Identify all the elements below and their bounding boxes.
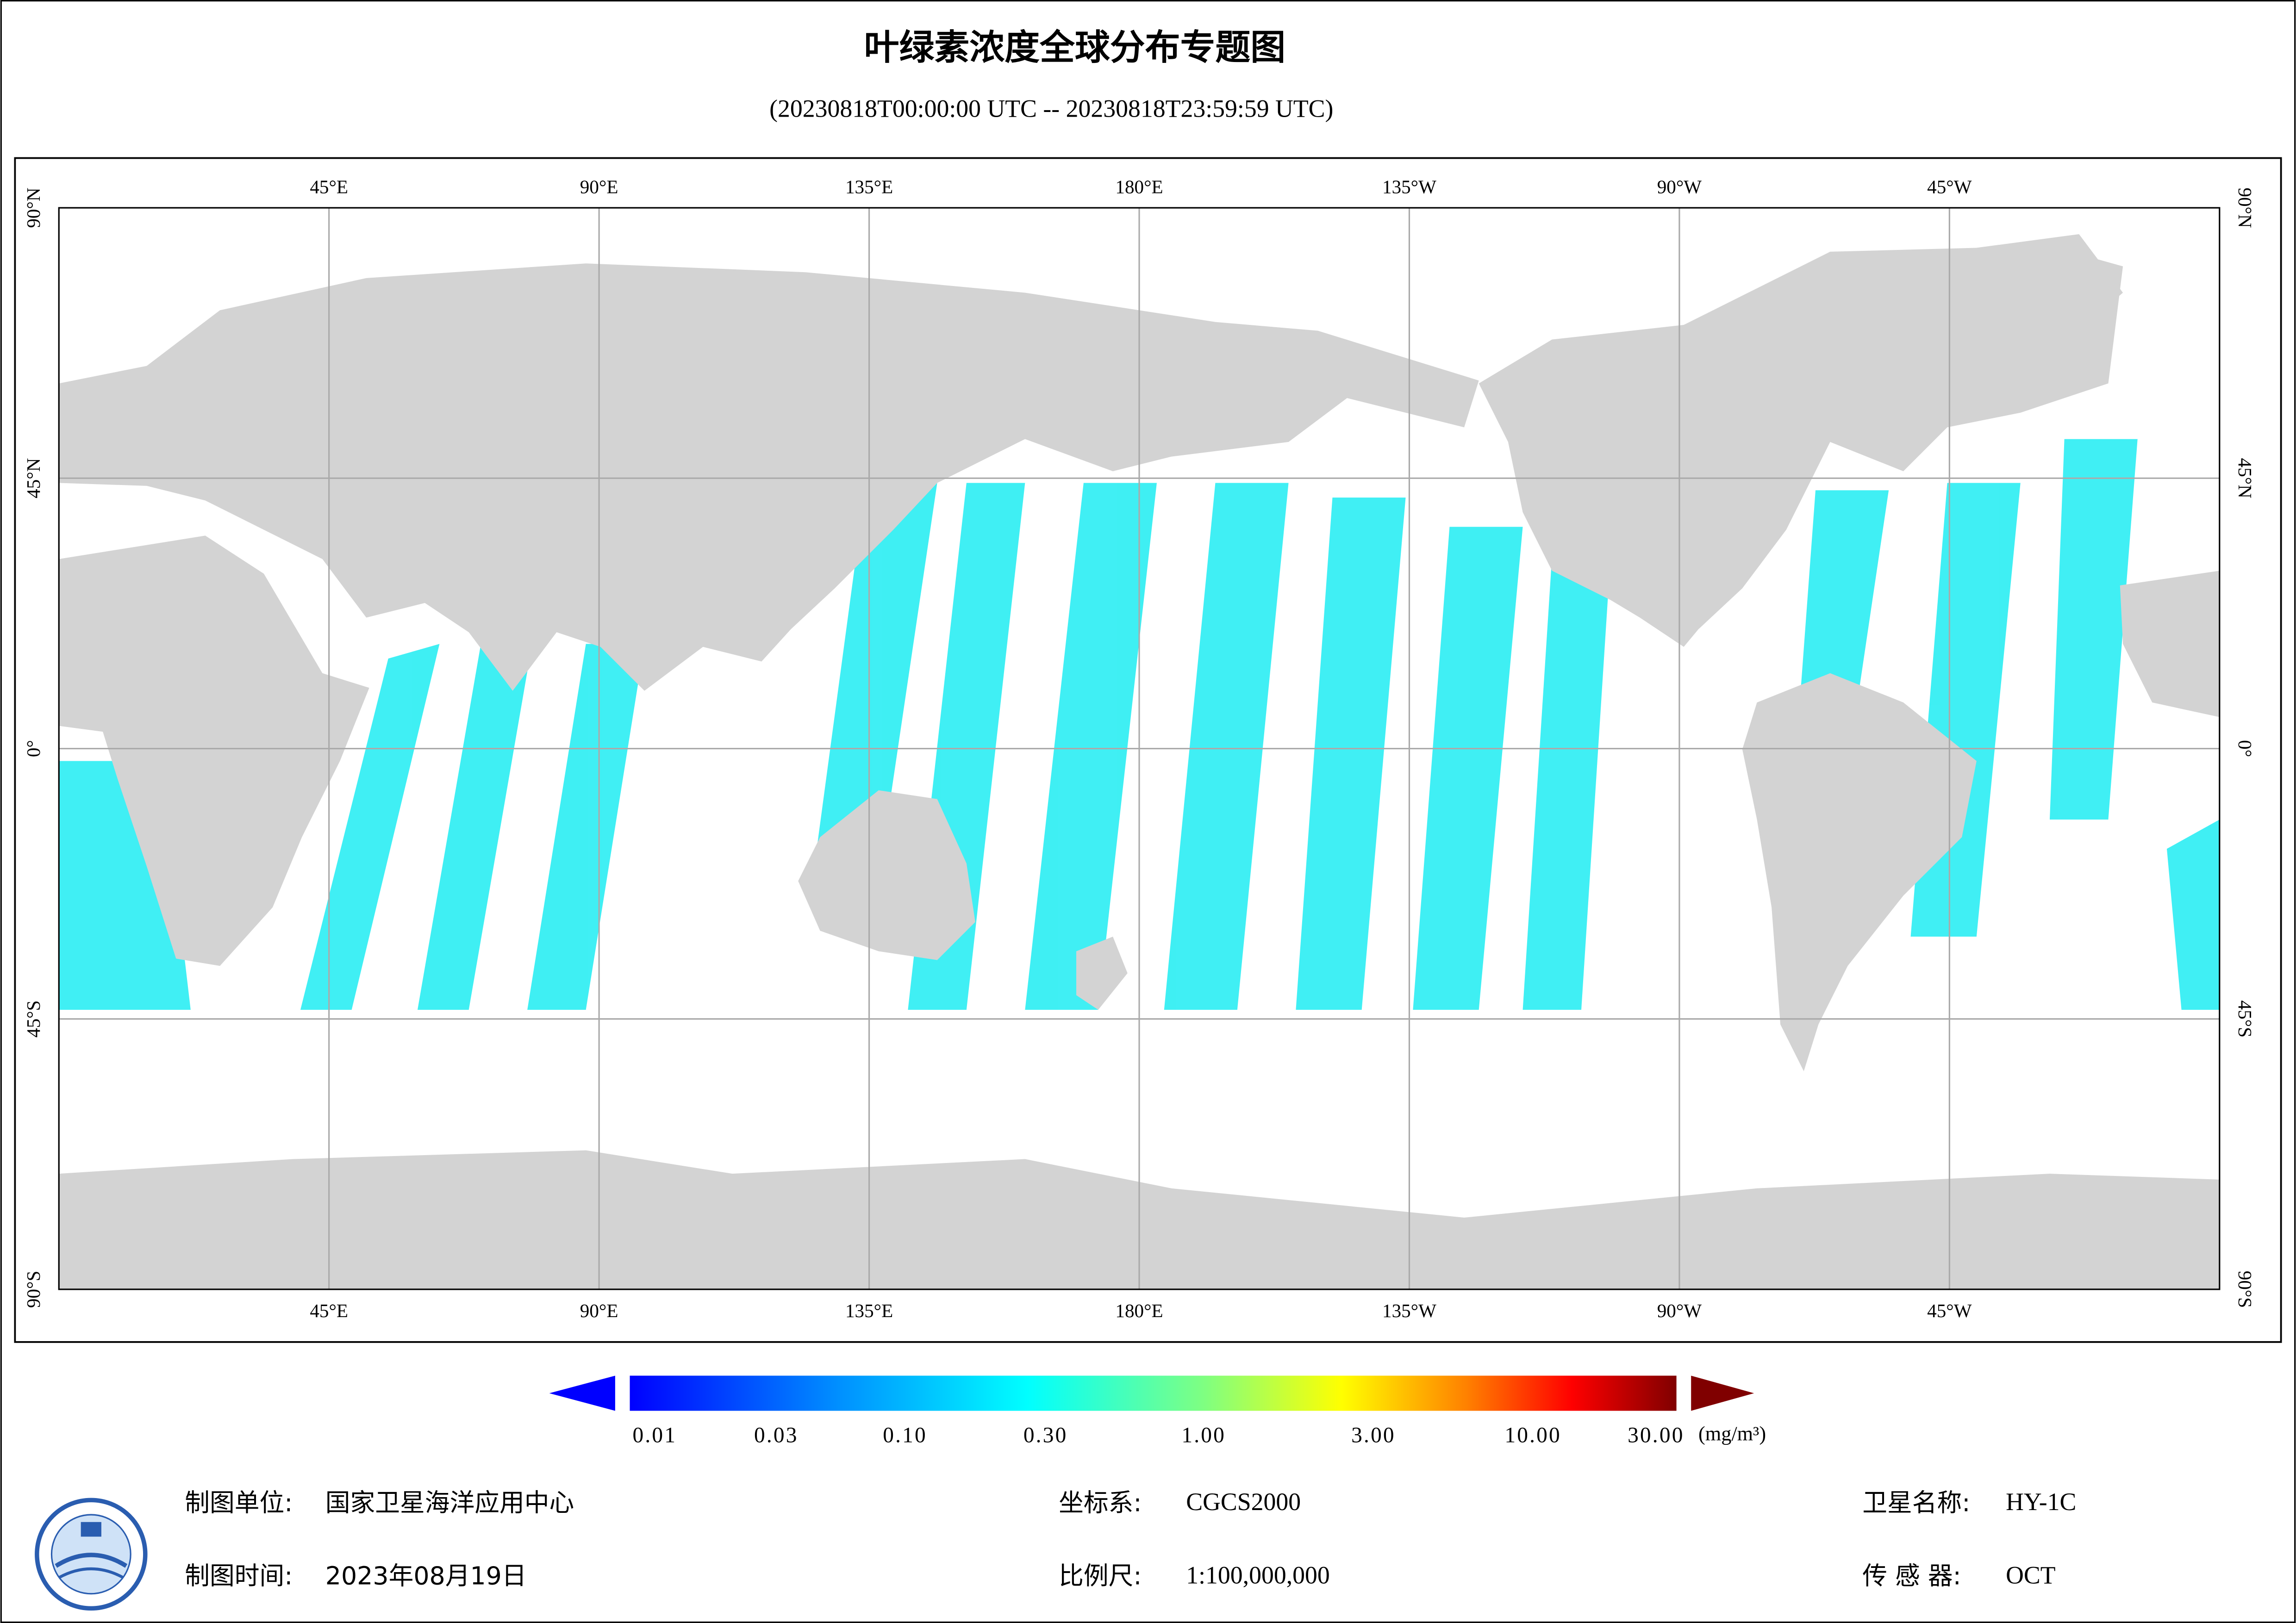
colorbar-tick-label: 0.30 xyxy=(1023,1423,1068,1447)
sensor: OCT xyxy=(2006,1561,2056,1589)
colorbar-tick-label: 0.01 xyxy=(632,1423,677,1447)
lon-label-bottom: 90°E xyxy=(580,1300,618,1321)
lat-label-left: 90°N xyxy=(23,187,44,228)
crs: CGCS2000 xyxy=(1186,1488,1301,1516)
time-label: 制图时间: xyxy=(185,1561,293,1591)
lon-label-bottom: 135°W xyxy=(1382,1300,1436,1321)
colorbar-labels: 0.01 0.03 0.10 0.30 1.00 3.00 10.00 30.00 xyxy=(632,1423,1685,1447)
map-frame xyxy=(58,207,2221,1290)
lon-label-bottom: 180°E xyxy=(1115,1300,1163,1321)
lon-label-top: 180°E xyxy=(1115,176,1163,197)
colorbar-high-arrow xyxy=(1691,1375,1754,1411)
unit: 国家卫星海洋应用中心 xyxy=(325,1488,574,1517)
satellite: HY-1C xyxy=(2006,1488,2076,1516)
lat-label-right: 90°S xyxy=(2234,1271,2256,1308)
lat-label-left: 45°S xyxy=(23,1001,44,1038)
sensor-label: 传 感 器: xyxy=(1862,1561,1961,1591)
lat-label-right: 90°N xyxy=(2234,187,2256,228)
lon-label-bottom: 135°E xyxy=(845,1300,893,1321)
colorbar: 0.01 0.03 0.10 0.30 1.00 3.00 10.00 30.00 (mg/m… xyxy=(549,1375,1766,1447)
colorbar-unit: (mg/m³) xyxy=(1698,1422,1766,1445)
lon-label-top: 90°W xyxy=(1657,176,1702,197)
lon-label-bottom: 90°W xyxy=(1657,1300,1702,1321)
unit-label: 制图单位: xyxy=(185,1488,293,1517)
colorbar-tick-label: 30.00 xyxy=(1628,1423,1685,1447)
lon-label-top: 135°E xyxy=(845,176,893,197)
footer: 制图单位: 国家卫星海洋应用中心 制图时间: 2023年08月19日 坐标系: … xyxy=(185,1488,2076,1590)
coordinate-labels: 45°E 45°E 90°E 90°E 135°E 135°E 180°E 180°E 135°… xyxy=(23,176,2256,1321)
lon-label-top: 135°W xyxy=(1382,176,1436,197)
map-body xyxy=(59,208,2220,1289)
map-outer-frame xyxy=(14,157,2282,1343)
colorbar-tick-label: 3.00 xyxy=(1351,1423,1396,1447)
lon-label-bottom: 45°W xyxy=(1927,1300,1972,1321)
time: 2023年08月19日 xyxy=(325,1561,527,1591)
lon-label-top: 45°W xyxy=(1927,176,1972,197)
graticule xyxy=(59,208,2220,1289)
crs-label: 坐标系: xyxy=(1059,1488,1142,1517)
colorbar-tick-label: 0.10 xyxy=(883,1423,927,1447)
lon-label-bottom: 45°E xyxy=(310,1300,348,1321)
scale: 1:100,000,000 xyxy=(1186,1561,1330,1589)
colorbar-tick-label: 10.00 xyxy=(1504,1423,1561,1447)
lat-label-right: 0° xyxy=(2234,740,2256,757)
scale-label: 比例尺: xyxy=(1059,1561,1142,1591)
lon-label-top: 90°E xyxy=(580,176,618,197)
colorbar-ramp xyxy=(630,1375,1677,1411)
title: 叶绿素浓度全球分布专题图 xyxy=(864,27,1286,68)
lat-label-left: 0° xyxy=(23,740,44,757)
colorbar-tick-label: 1.00 xyxy=(1181,1423,1226,1447)
lon-label-top: 45°E xyxy=(310,176,348,197)
colorbar-low-arrow xyxy=(549,1375,615,1411)
lat-label-left: 45°N xyxy=(23,458,44,498)
lat-label-left: 90°S xyxy=(23,1271,44,1308)
satellite-label: 卫星名称: xyxy=(1862,1488,1970,1517)
colorbar-tick-label: 0.03 xyxy=(754,1423,799,1447)
lat-label-right: 45°N xyxy=(2234,458,2256,498)
subtitle: (20230818T00:00:00 UTC -- 20230818T23:59… xyxy=(769,95,1333,123)
logo xyxy=(35,1498,148,1611)
lat-label-right: 45°S xyxy=(2234,1001,2256,1038)
